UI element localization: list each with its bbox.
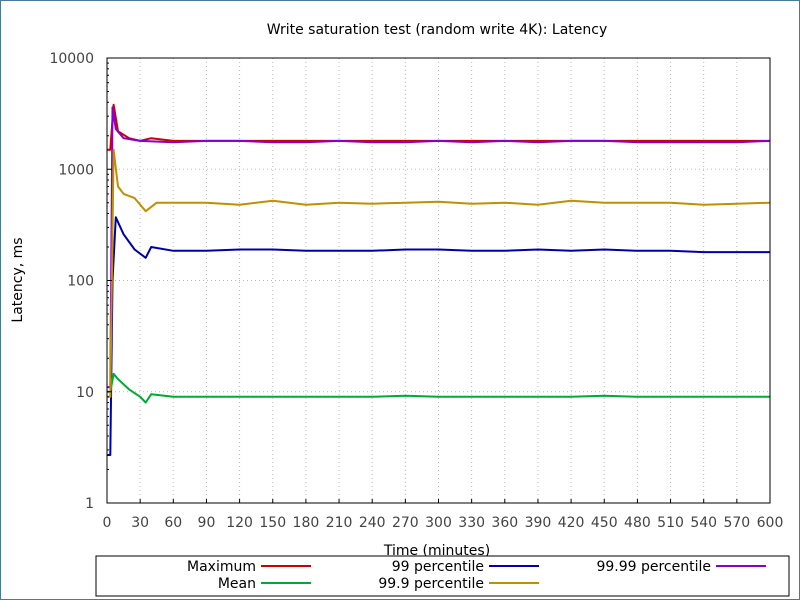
- series-line-mean: [107, 372, 770, 404]
- x-tick-label: 0: [103, 515, 112, 531]
- y-axis-label: Latency, ms: [10, 237, 26, 322]
- x-tick-label: 270: [392, 515, 419, 531]
- x-tick-label: 180: [293, 515, 320, 531]
- chart-title: Write saturation test (random write 4K):…: [267, 22, 608, 38]
- x-tick-label: 510: [657, 515, 684, 531]
- x-tick-label: 300: [425, 515, 452, 531]
- legend-box: [95, 555, 790, 597]
- legend-label-maximum: Maximum: [187, 559, 256, 575]
- x-tick-label: 150: [259, 515, 286, 531]
- legend-label-mean: Mean: [218, 576, 256, 592]
- x-tick-label: 600: [757, 515, 784, 531]
- x-axis-ticks: 0 30 60 90 120 150 180 210 240 270 300 330 360 390 420…: [103, 499, 784, 531]
- x-tick-label: 480: [624, 515, 651, 531]
- x-tick-label: 240: [359, 515, 386, 531]
- x-tick-label: 90: [198, 515, 216, 531]
- x-tick-label: 60: [164, 515, 182, 531]
- grid-lines: [107, 58, 770, 503]
- x-tick-label: 570: [723, 515, 750, 531]
- x-tick-label: 540: [690, 515, 717, 531]
- series-line-99-99-percentile: [107, 106, 771, 389]
- x-tick-label: 450: [591, 515, 618, 531]
- series-line-99-percentile: [107, 216, 770, 456]
- legend-label-99-percentile: 99 percentile: [392, 559, 484, 575]
- plot-area-border: [106, 57, 771, 504]
- series-line-99-9-percentile: [107, 148, 771, 398]
- y-tick-label: 1000: [58, 162, 94, 178]
- legend-label-99-99-percentile: 99.99 percentile: [596, 559, 711, 575]
- x-tick-label: 360: [491, 515, 518, 531]
- y-tick-label: 10000: [49, 51, 94, 67]
- y-tick-label: 100: [67, 274, 94, 290]
- x-tick-label: 330: [458, 515, 485, 531]
- y-tick-label: 10: [76, 385, 94, 401]
- y-axis-ticks: 1 10 100 1000 10000: [49, 51, 112, 512]
- x-tick-label: 210: [326, 515, 353, 531]
- legend-label-99-9-percentile: 99.9 percentile: [378, 576, 484, 592]
- plot-series: [107, 103, 771, 456]
- x-tick-label: 30: [131, 515, 149, 531]
- x-axis-label: Time (minutes): [383, 543, 490, 559]
- x-tick-label: 420: [558, 515, 585, 531]
- y-tick-label: 1: [85, 496, 94, 512]
- x-tick-label: 120: [226, 515, 253, 531]
- x-tick-label: 390: [525, 515, 552, 531]
